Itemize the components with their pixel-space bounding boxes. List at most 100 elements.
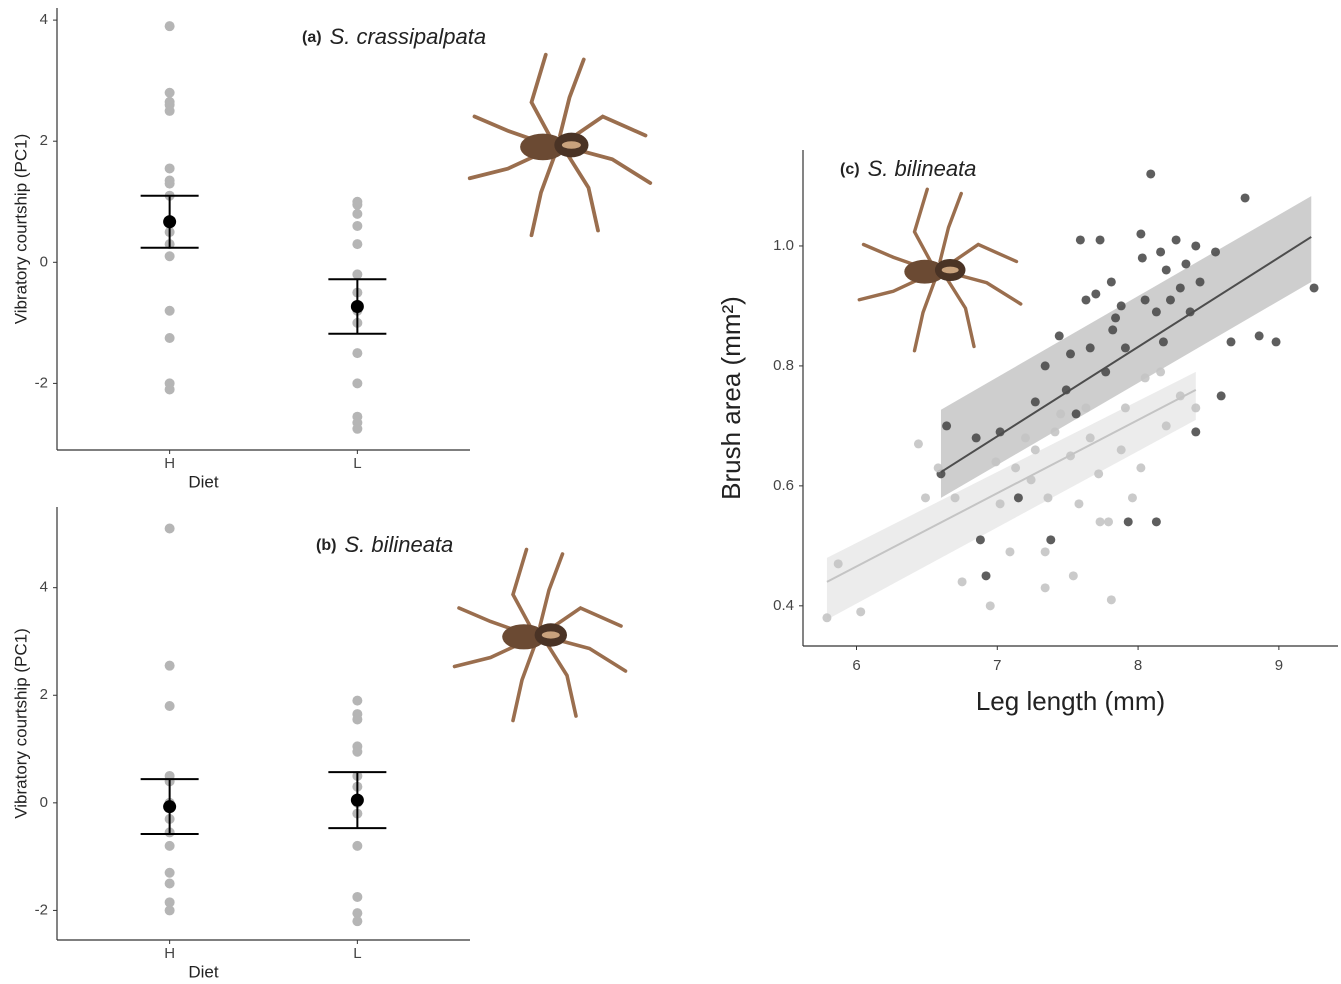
spider-photo (470, 55, 651, 236)
point (352, 348, 363, 359)
y-tick-label: 2 (40, 132, 48, 149)
point (822, 613, 832, 623)
point (985, 601, 995, 611)
point (1191, 403, 1201, 413)
point (1111, 313, 1121, 323)
x-tick-label: 9 (1275, 657, 1283, 674)
y-tick-label: -2 (35, 374, 48, 391)
x-tick-label: H (164, 455, 175, 472)
point (1005, 547, 1015, 557)
point (975, 535, 985, 545)
point (1116, 445, 1126, 455)
point (164, 87, 175, 98)
y-axis-title: Vibratory courtship (PC1) (11, 628, 30, 819)
point (352, 840, 363, 851)
point (164, 163, 175, 174)
point (1140, 373, 1150, 383)
point (1175, 283, 1185, 293)
point (1068, 571, 1078, 581)
point (1216, 391, 1226, 401)
mean-point (350, 793, 364, 807)
point (1106, 595, 1116, 605)
point (1011, 463, 1021, 473)
y-tick-label: 0 (40, 794, 48, 811)
point (164, 878, 175, 889)
x-axis-title: Diet (188, 472, 219, 491)
mean-point (350, 300, 364, 314)
y-tick-label: -2 (35, 901, 48, 918)
point (1120, 343, 1130, 353)
panel-letter: (c) (840, 161, 860, 178)
point (352, 239, 363, 250)
point (991, 457, 1001, 467)
point (971, 433, 981, 443)
point (164, 905, 175, 916)
point (913, 439, 923, 449)
x-tick-label: H (164, 945, 175, 962)
point (1309, 283, 1319, 293)
point (164, 840, 175, 851)
y-tick-label: 4 (40, 11, 48, 28)
point (1108, 325, 1118, 335)
point (1040, 583, 1050, 593)
panel-letter: (a) (302, 29, 322, 46)
x-tick-label: 6 (852, 657, 860, 674)
x-tick-label: L (353, 945, 361, 962)
point (1136, 229, 1146, 239)
spider-photo (455, 550, 626, 721)
point (164, 897, 175, 908)
point (352, 378, 363, 389)
point (1123, 517, 1133, 527)
point (1040, 547, 1050, 557)
point (942, 421, 952, 431)
y-tick-label: 0.8 (773, 357, 794, 374)
spider-photo (859, 189, 1021, 351)
point (1211, 247, 1221, 257)
point (352, 891, 363, 902)
point (1081, 403, 1091, 413)
point (1054, 331, 1064, 341)
point (352, 269, 363, 280)
point (1095, 517, 1105, 527)
panel-letter: (b) (316, 537, 336, 554)
point (1161, 421, 1171, 431)
point (1094, 469, 1104, 479)
point (1158, 337, 1168, 347)
point (1165, 295, 1175, 305)
panel-title: (b) S. bilineata (316, 532, 453, 557)
point (164, 701, 175, 712)
mean-point (163, 215, 177, 229)
point (1066, 349, 1075, 359)
point (1043, 493, 1053, 503)
y-tick-label: 0.4 (773, 597, 794, 614)
point (950, 493, 960, 503)
point (352, 220, 363, 231)
x-tick-label: L (353, 455, 361, 472)
point (957, 577, 967, 587)
y-tick-label: 0 (40, 253, 48, 270)
point (1191, 241, 1201, 251)
y-tick-label: 1.0 (773, 237, 794, 254)
point (164, 523, 175, 534)
point (1137, 253, 1147, 263)
x-tick-label: 7 (993, 657, 1001, 674)
point (164, 178, 175, 189)
point (352, 423, 363, 434)
point (1056, 409, 1066, 419)
point (352, 746, 363, 757)
y-axis-title: Vibratory courtship (PC1) (11, 134, 30, 325)
point (1156, 367, 1166, 377)
point (1156, 247, 1166, 257)
point (1151, 307, 1161, 317)
point (352, 208, 363, 219)
panel-title: (c) S. bilineata (840, 156, 976, 181)
point (164, 332, 175, 343)
point (1030, 397, 1040, 407)
point (1120, 403, 1130, 413)
point (352, 695, 363, 706)
panel-species: S. bilineata (868, 156, 977, 181)
point (1146, 169, 1156, 179)
point (1271, 337, 1281, 347)
point (856, 607, 866, 617)
